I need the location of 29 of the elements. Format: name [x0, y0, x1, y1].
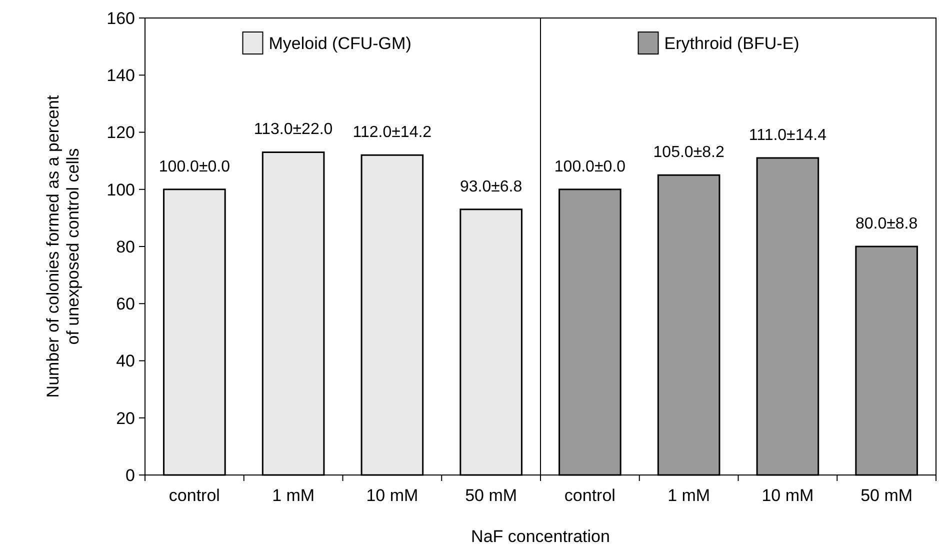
legend-label: Erythroid (BFU-E) — [664, 34, 800, 53]
y-axis-title: Number of colonies formed as a percent of unexposed control cells — [43, 95, 83, 398]
y-tick-label: 100 — [106, 180, 135, 200]
x-axis-title: NaF concentration — [471, 527, 610, 546]
x-tick-label: 1 mM — [668, 486, 710, 505]
x-tick-label: 50 mM — [465, 486, 518, 505]
data-label: 111.0±14.4 — [748, 126, 827, 144]
x-tick-label: 1 mM — [272, 486, 315, 505]
y-tick-label: 120 — [106, 123, 135, 142]
data-label: 80.0±8.8 — [855, 216, 918, 232]
x-tick-label: control — [168, 486, 220, 505]
data-label: 100.0±0.0 — [158, 158, 230, 176]
x-tick-label: 10 mM — [762, 486, 814, 505]
legend-label: Myeloid (CFU-GM) — [268, 34, 412, 53]
x-tick-label: 10 mM — [366, 486, 418, 505]
data-label: 113.0±22.0 — [254, 121, 333, 138]
y-tick-label: 40 — [116, 352, 135, 371]
y-tick-label: 80 — [116, 237, 135, 256]
y-tick-label: 140 — [106, 66, 135, 86]
data-label: 93.0±6.8 — [460, 178, 522, 196]
data-label: 100.0±0.0 — [554, 158, 626, 176]
x-tick-label: 50 mM — [860, 486, 913, 505]
x-tick-label: control — [564, 486, 616, 505]
data-label: 112.0±14.2 — [352, 124, 432, 142]
data-label: 105.0±8.2 — [653, 144, 724, 162]
y-tick-label: 60 — [116, 294, 135, 314]
y-tick-label: 160 — [106, 8, 135, 28]
y-tick-label: 20 — [116, 408, 135, 428]
y-tick-label: 0 — [126, 466, 135, 485]
